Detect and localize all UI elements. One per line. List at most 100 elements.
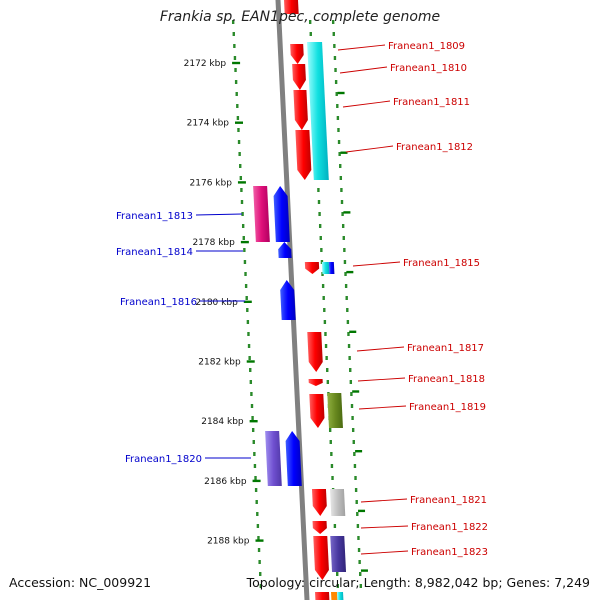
track-dot [349,368,352,372]
gene-label[interactable]: Franean1_1821 [410,495,487,506]
track-dot [248,356,251,360]
track-dot [356,512,359,516]
track-dot [322,296,325,300]
track-dot [250,392,253,396]
track-dot [353,452,356,456]
gene-box-navy [330,536,347,572]
gene-label[interactable]: Franean1_1810 [390,63,467,74]
gene-label[interactable]: Franean1_1813 [116,211,193,222]
track-dot [357,536,360,540]
track-dot [351,428,355,432]
track-dot [326,380,330,384]
gene-label[interactable]: Franean1_1814 [116,247,193,258]
track-dot [357,548,361,552]
gene-label[interactable]: Franean1_1819 [409,402,486,413]
label-leader-line [342,100,391,108]
track-dot [254,476,257,480]
gene-box-grey [329,489,346,516]
track-dot [344,272,347,276]
track-dot [236,104,239,108]
track-dot [308,20,312,24]
track-dot [326,368,329,372]
track-dot [255,500,258,504]
label-leader-line [339,66,388,74]
track-dot [259,572,262,576]
track-dot [337,140,341,144]
track-dot [358,560,361,564]
track-dot [231,20,235,24]
gene-label[interactable]: Franean1_1811 [393,97,470,108]
track-dot [240,188,243,192]
track-dot [342,236,345,240]
track-dot [334,68,337,72]
gene-label[interactable]: Franean1_1818 [408,374,485,385]
track-dot [249,368,252,372]
tick-label: 2188 kbp [207,537,250,547]
track-dot [340,188,343,192]
label-leader-line [360,550,409,555]
track-dot [337,128,340,132]
track-dot [346,320,350,324]
track-dot [359,584,363,588]
track-dot [239,164,242,168]
gene-arrow-1814 [278,242,292,258]
track-dot [253,452,256,456]
track-dot [259,584,263,588]
track-dot [256,512,259,516]
gene-label[interactable]: Franean1_1817 [407,343,484,354]
track-dot [348,356,351,360]
track-dot [330,452,333,456]
track-dot [359,572,362,576]
track-dot [245,296,248,300]
track-dot [349,380,353,384]
track-dot [347,332,350,336]
track-dot [351,416,354,420]
gene-box-violet [265,431,282,486]
track-dot [237,140,241,144]
track-dot [350,392,353,396]
label-leader-line [360,498,408,503]
track-dot [324,332,327,336]
gene-label[interactable]: Franean1_1823 [411,547,488,558]
gene-arrow-1817 [307,332,323,372]
track-dot [324,344,328,348]
track-dot [234,68,237,72]
track-dot [321,284,325,288]
track-dot [331,476,334,480]
track-dot [331,20,335,24]
track-dot [332,32,335,36]
gene-label[interactable]: Franean1_1815 [403,258,480,269]
track-dot [356,524,360,528]
track-dot [344,284,348,288]
gene-arrow-1809 [290,44,304,64]
track-dot [244,284,248,288]
track-dot [340,200,344,204]
track-dot [251,416,254,420]
track-dot [236,116,240,120]
gene-label[interactable]: Franean1_1820 [125,454,202,465]
gene-label[interactable]: Franean1_1822 [411,522,488,533]
label-leader-line [352,261,401,267]
label-leader-line [337,44,386,51]
track-dot [258,560,261,564]
gene-label[interactable]: Franean1_1816 [120,297,197,308]
track-dot [347,344,351,348]
track-dot [341,224,345,228]
gene-label[interactable]: Franean1_1809 [388,41,465,52]
track-dot [338,152,341,156]
track-dot [317,200,321,204]
gene-arrow-1821 [311,489,327,516]
gene-box-cyan [307,42,329,180]
track-dot [239,176,243,180]
gene-arrow-1810 [292,64,306,90]
gene-arrow-1813 [273,186,290,242]
track-dot [339,164,342,168]
gene-arrow-1816 [280,280,296,320]
gene-box-partial-cyan [337,592,344,600]
track-dot [237,128,240,132]
track-dot [336,104,339,108]
gene-label[interactable]: Franean1_1812 [396,142,473,153]
gene-arrow-1819 [309,394,325,428]
label-leader-line [358,405,407,410]
gene-box-olive [327,393,343,428]
